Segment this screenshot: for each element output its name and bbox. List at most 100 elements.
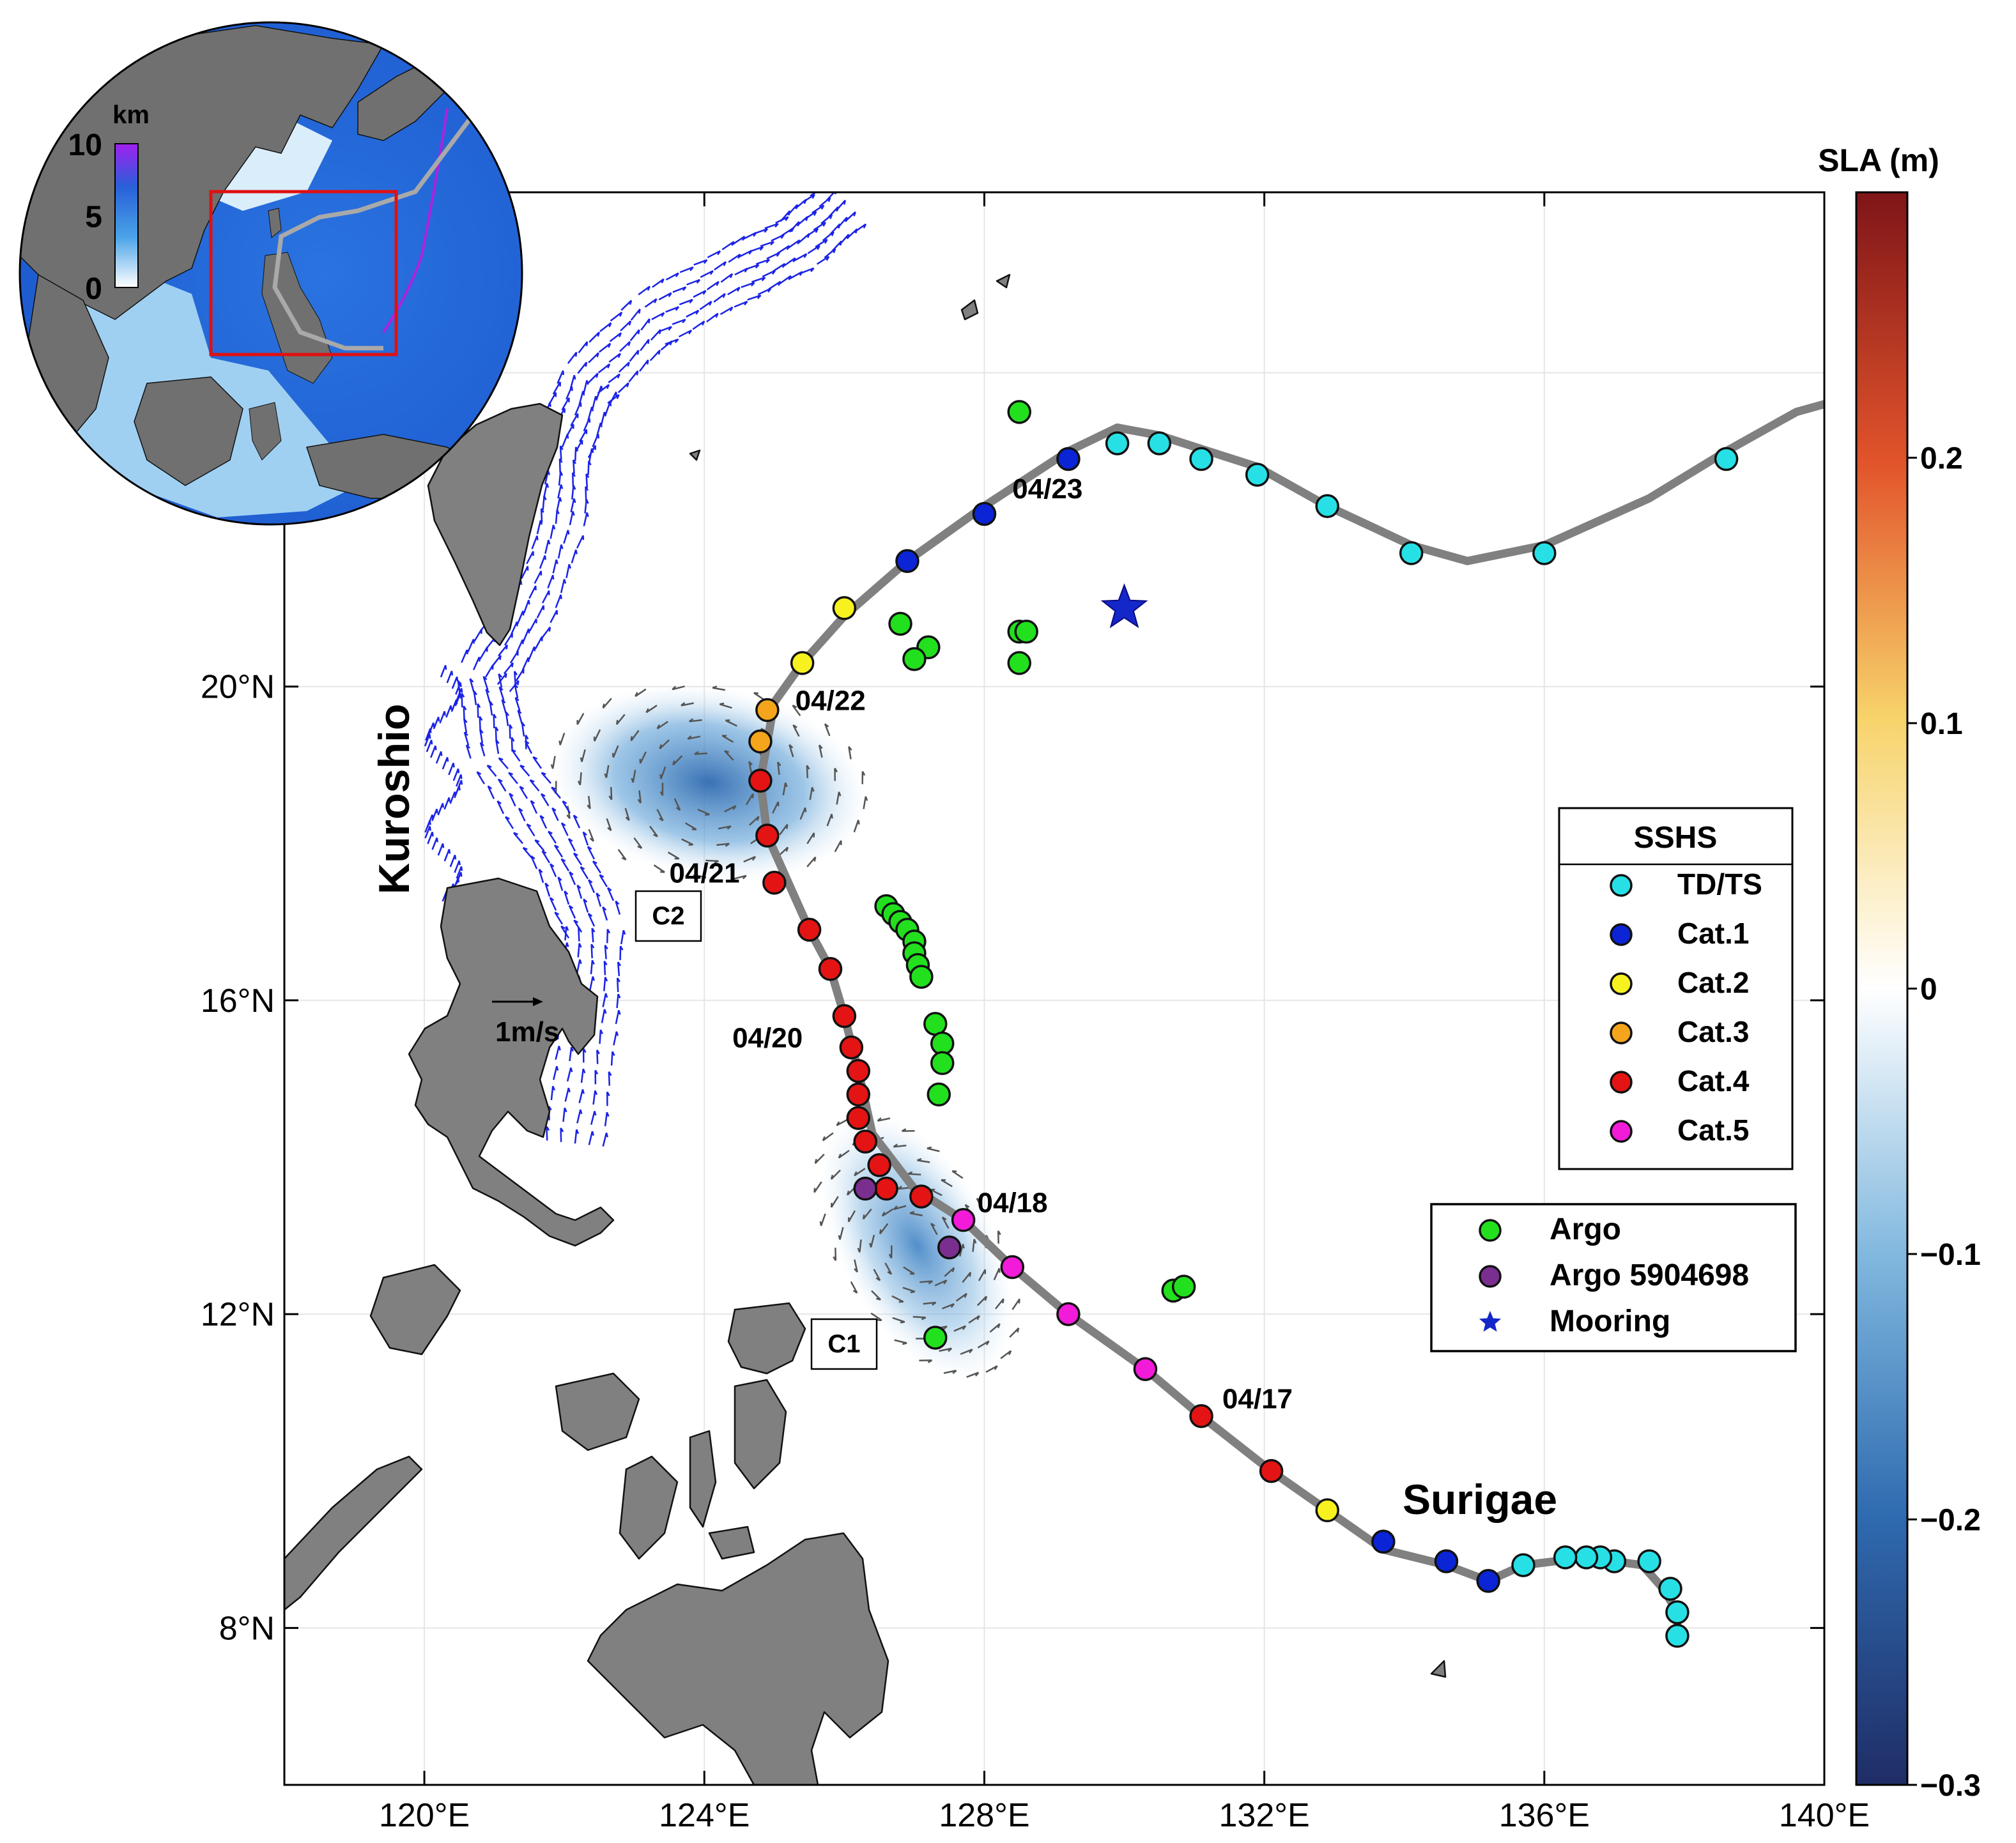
velocity-arrowhead: [505, 673, 507, 678]
velocity-arrowhead: [969, 1349, 973, 1354]
velocity-arrowhead: [429, 734, 431, 739]
velocity-arrowhead: [616, 394, 620, 399]
velocity-arrow: [908, 1173, 921, 1176]
velocity-arrow: [588, 352, 599, 363]
velocity-arrow: [493, 714, 495, 729]
velocity-arrowhead: [570, 1067, 573, 1073]
okinawa-island: [960, 299, 979, 321]
velocity-arrow: [443, 848, 450, 862]
velocity-arrow: [610, 311, 622, 322]
velocity-arrow: [592, 1090, 596, 1105]
x-tick-label: 120°E: [379, 1797, 470, 1834]
velocity-arrowhead: [548, 830, 553, 834]
velocity-arrow: [610, 786, 613, 800]
velocity-arrow: [749, 816, 760, 826]
velocity-arrowhead: [528, 600, 530, 605]
velocity-arrow: [877, 1117, 891, 1122]
velocity-arrowhead: [998, 1268, 1001, 1273]
velocity-arrow: [518, 807, 526, 822]
velocity-arrow: [548, 830, 557, 844]
velocity-arrow: [592, 860, 601, 874]
velocity-arrow: [515, 668, 525, 682]
velocity-arrowhead: [838, 1235, 841, 1240]
velocity-arrow: [848, 1210, 856, 1223]
velocity-arrow: [934, 1280, 947, 1287]
y-tick-label: 12°N: [201, 1296, 275, 1333]
velocity-arrowhead: [887, 1271, 892, 1275]
velocity-arrowhead: [647, 360, 649, 365]
velocity-arrowhead: [558, 458, 563, 463]
velocity-arrow: [562, 1108, 566, 1122]
velocity-arrow: [620, 930, 625, 945]
velocity-arrow: [552, 381, 561, 395]
velocity-arrowhead: [472, 639, 475, 644]
velocity-arrowhead: [974, 1372, 980, 1377]
velocity-arrow: [719, 306, 734, 316]
track-point: [1189, 447, 1213, 471]
velocity-arrow: [633, 837, 643, 849]
velocity-arrow: [602, 1132, 608, 1147]
velocity-arrowhead: [606, 384, 610, 389]
velocity-arrow: [834, 840, 842, 852]
velocity-arrow: [559, 445, 562, 461]
sshs-legend-label: TD/TS: [1677, 868, 1762, 901]
velocity-arrowhead: [682, 286, 687, 291]
velocity-arrow: [551, 807, 559, 822]
velocity-arrowhead: [433, 723, 435, 728]
velocity-arrowhead: [429, 820, 431, 825]
velocity-arrowhead: [819, 1221, 822, 1227]
velocity-arrowhead: [514, 696, 519, 701]
velocity-arrow: [550, 524, 555, 539]
velocity-arrow: [584, 499, 588, 514]
velocity-arrow: [806, 832, 815, 845]
velocity-arrow: [505, 816, 514, 829]
velocity-arrow: [526, 823, 535, 837]
track-point: [1665, 1623, 1689, 1648]
velocity-arrowhead: [555, 559, 558, 565]
velocity-arrow: [672, 755, 683, 766]
sshs-legend-label: Cat.3: [1677, 1015, 1749, 1048]
colorbar-tick-label: 0.1: [1920, 707, 1963, 741]
velocity-arrowhead: [637, 329, 640, 335]
argo-float-point: [1014, 619, 1038, 644]
velocity-arrowhead: [617, 961, 622, 967]
velocity-arrowhead: [498, 686, 504, 691]
velocity-arrow: [792, 724, 800, 737]
velocity-arrowhead: [485, 688, 490, 693]
velocity-arrow: [838, 1149, 850, 1159]
velocity-arrow: [766, 252, 780, 260]
velocity-arrow: [615, 1010, 620, 1025]
velocity-arrowhead: [585, 473, 590, 478]
velocity-arrow: [599, 1029, 602, 1044]
velocity-arrowhead: [654, 298, 658, 303]
velocity-arrowhead: [608, 322, 612, 328]
velocity-arrow: [514, 684, 519, 699]
velocity-arrowhead: [688, 330, 693, 335]
velocity-arrow: [667, 852, 680, 860]
velocity-arrowhead: [694, 751, 699, 755]
velocity-arrow: [463, 731, 470, 746]
velocity-arrow: [659, 739, 670, 749]
velocity-arrowhead: [732, 805, 737, 810]
samar-landmass: [727, 1302, 806, 1375]
velocity-arrow: [519, 786, 528, 799]
velocity-arrow: [871, 1290, 881, 1301]
argo-float-point: [902, 646, 927, 671]
velocity-arrowhead: [689, 299, 693, 304]
velocity-arrowhead: [589, 837, 594, 842]
velocity-arrow: [510, 621, 518, 635]
velocity-arrow: [616, 714, 626, 725]
velocity-arrowhead: [573, 852, 578, 857]
velocity-arrow: [672, 685, 685, 691]
velocity-arrowhead: [480, 742, 484, 747]
velocity-arrowhead: [618, 332, 622, 338]
velocity-arrowhead: [761, 277, 766, 282]
velocity-arrow: [939, 1347, 952, 1352]
velocity-arrow: [818, 181, 829, 190]
velocity-arrowhead: [1008, 1350, 1012, 1356]
velocity-arrowhead: [566, 814, 571, 820]
velocity-arrow: [443, 797, 450, 810]
velocity-arrow: [530, 800, 538, 814]
velocity-arrowhead: [719, 702, 725, 705]
velocity-arrowhead: [951, 1267, 955, 1273]
